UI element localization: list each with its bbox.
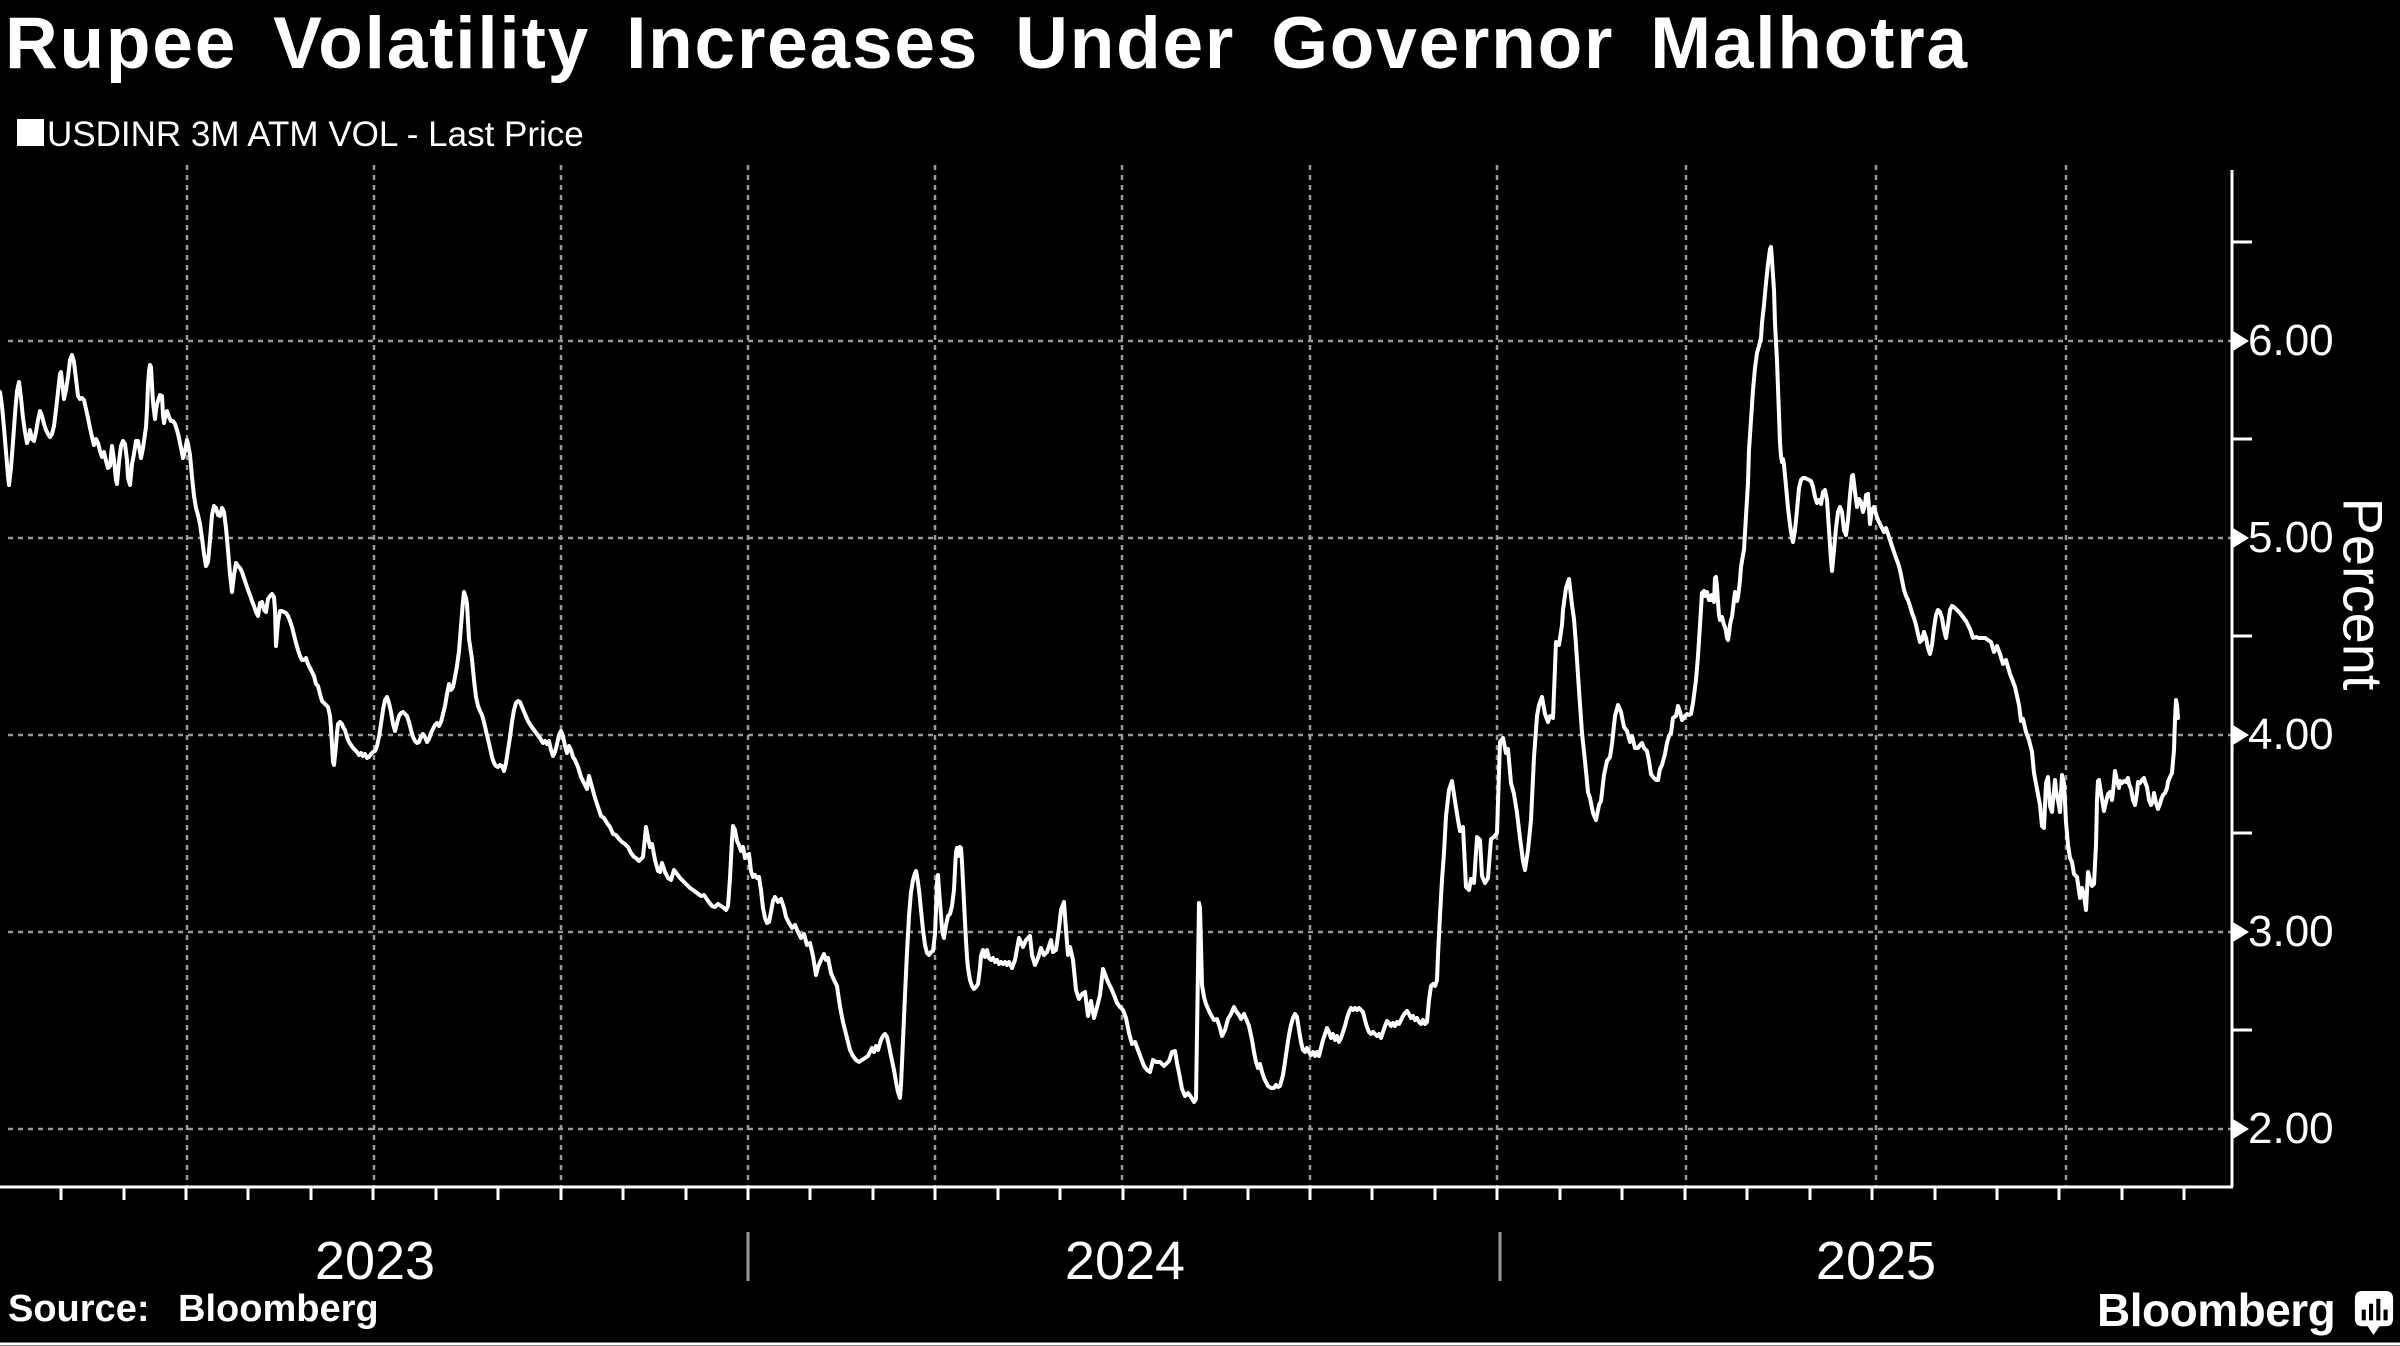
svg-text:Percent: Percent [2332,498,2395,691]
